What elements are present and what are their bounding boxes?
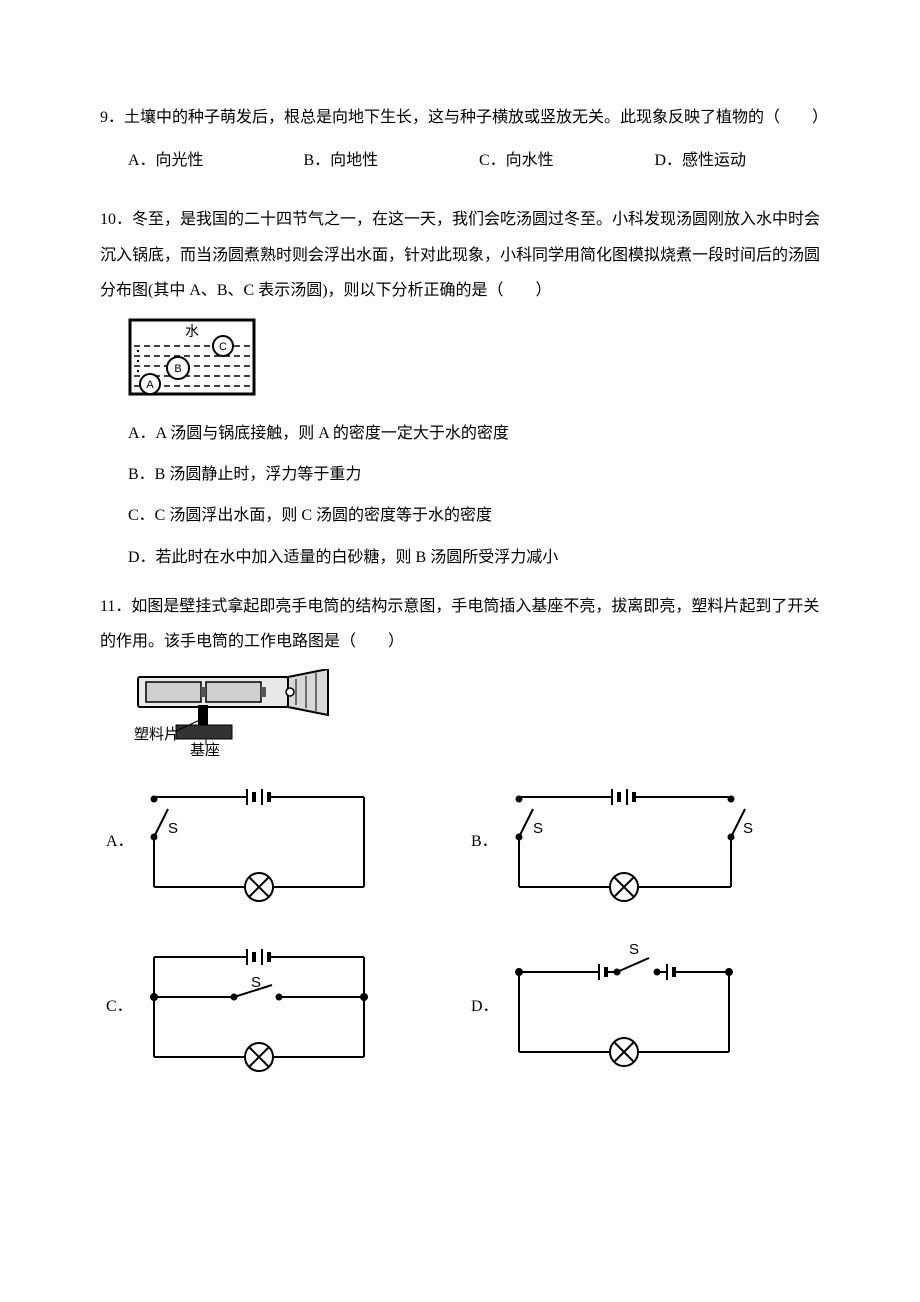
circuit-a-icon: S [134, 777, 384, 907]
svg-text:S: S [629, 942, 639, 958]
q11-stem: 11．如图是壁挂式拿起即亮手电筒的结构示意图，手电筒插入基座不亮，拔离即亮，塑料… [100, 589, 830, 659]
q11-opt-d-label: D． [465, 989, 499, 1024]
svg-text:基座: 基座 [190, 742, 220, 759]
svg-text:S: S [251, 974, 261, 991]
q11-opt-b-label: B． [465, 824, 499, 859]
svg-text:S: S [743, 820, 753, 837]
q11-text: 如图是壁挂式拿起即亮手电筒的结构示意图，手电筒插入基座不亮，拔离即亮，塑料片起到… [100, 598, 819, 650]
q11-opt-a-label: A． [100, 824, 134, 859]
svg-text:C: C [219, 341, 227, 353]
svg-text:S: S [533, 820, 543, 837]
q11-flashlight-figure: 塑料片 基座 [128, 669, 830, 759]
q10-number: 10． [100, 211, 132, 228]
svg-text:S: S [168, 820, 178, 837]
circuit-d-icon: S [499, 942, 749, 1072]
q9-opt-a[interactable]: A．向光性 [128, 143, 304, 178]
q9-text: 土壤中的种子萌发后，根总是向地下生长，这与种子横放或竖放无关。此现象反映了植物的… [124, 109, 828, 126]
q10-stem: 10．冬至，是我国的二十四节气之一，在这一天，我们会吃汤圆过冬至。小科发现汤圆刚… [100, 202, 830, 308]
svg-text:A: A [146, 379, 154, 391]
q9-options: A．向光性 B．向地性 C．向水性 D．感性运动 [100, 143, 830, 178]
q9-opt-b[interactable]: B．向地性 [304, 143, 480, 178]
q10-opt-c[interactable]: C．C 汤圆浮出水面，则 C 汤圆的密度等于水的密度 [100, 498, 830, 533]
q10-options: A．A 汤圆与锅底接触，则 A 的密度一定大于水的密度 B．B 汤圆静止时，浮力… [100, 416, 830, 575]
q11-number: 11． [100, 598, 131, 615]
water-label: 水 [185, 324, 199, 340]
q9-number: 9． [100, 109, 124, 126]
q10-opt-a[interactable]: A．A 汤圆与锅底接触，则 A 的密度一定大于水的密度 [100, 416, 830, 451]
q10-figure: 水 C B A [128, 318, 830, 398]
q10-opt-b[interactable]: B．B 汤圆静止时，浮力等于重力 [100, 457, 830, 492]
circuit-c-icon: S [134, 937, 384, 1077]
q11-opt-d[interactable]: D． [465, 937, 830, 1077]
svg-text:B: B [174, 363, 181, 375]
q9-opt-c[interactable]: C．向水性 [479, 143, 655, 178]
q11-opt-c-label: C． [100, 989, 134, 1024]
q10-opt-d[interactable]: D．若此时在水中加入适量的白砂糖，则 B 汤圆所受浮力减小 [100, 540, 830, 575]
q9-opt-d[interactable]: D．感性运动 [655, 143, 831, 178]
q11-opt-c[interactable]: C． [100, 937, 465, 1077]
svg-text:塑料片: 塑料片 [134, 726, 179, 743]
q10-text: 冬至，是我国的二十四节气之一，在这一天，我们会吃汤圆过冬至。小科发现汤圆刚放入水… [100, 211, 820, 298]
q11-opt-b[interactable]: B． [465, 777, 830, 907]
q11-opt-a[interactable]: A． [100, 777, 465, 907]
q11-options: A． [100, 777, 830, 1107]
circuit-b-icon: S S [499, 777, 759, 907]
q9-stem: 9．土壤中的种子萌发后，根总是向地下生长，这与种子横放或竖放无关。此现象反映了植… [100, 100, 830, 135]
